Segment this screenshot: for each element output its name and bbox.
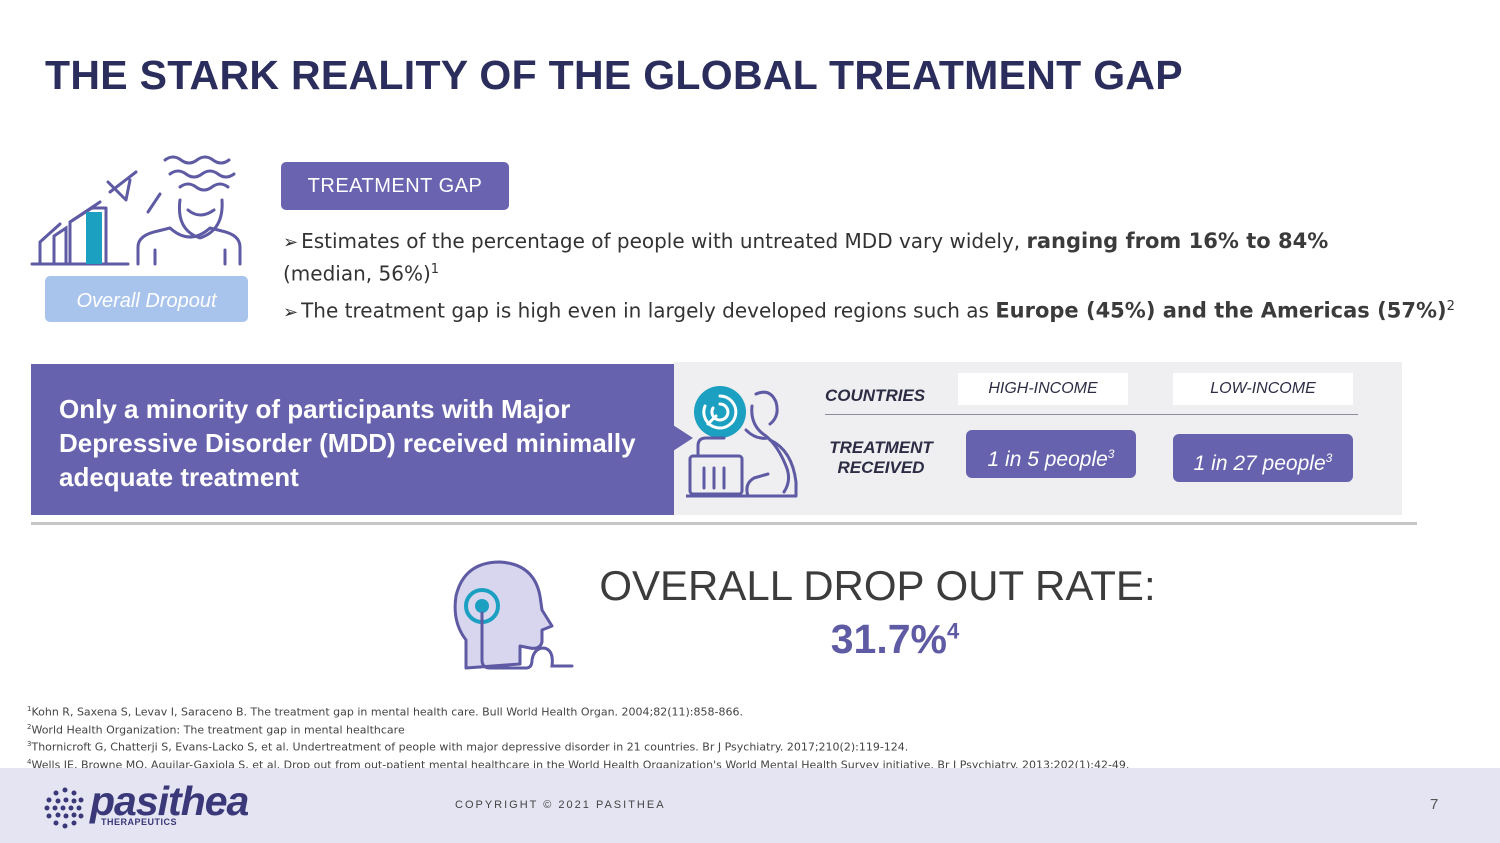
bullet-estimates: ➢ Estimates of the percentage of people w…	[283, 229, 1329, 286]
reference-item: 2World Health Organization: The treatmen…	[27, 722, 405, 737]
treatment-gap-label: TREATMENT GAP	[281, 162, 509, 210]
footer-bar	[0, 768, 1500, 843]
section-divider	[31, 522, 1417, 525]
head-profile-icon	[453, 560, 574, 670]
reference-item: 3Thornicroft G, Chatterji S, Evans-Lacko…	[27, 740, 909, 754]
dropout-rate-heading: OVERALL DROP OUT RATE:	[599, 562, 1156, 609]
callout-pointer	[673, 425, 693, 451]
page-number: 7	[1430, 796, 1439, 813]
bullet-regions: ➢ The treatment gap is high even in large…	[283, 298, 1455, 323]
arrow-bullet-icon: ➢	[283, 232, 299, 253]
row-header-treatment-received: TREATMENT RECEIVED	[829, 438, 933, 477]
brand-logo-subtext: THERAPEUTICS	[101, 817, 178, 827]
overall-dropout-label: Overall Dropout	[45, 276, 248, 322]
callout-box: Only a minority of participants with Maj…	[31, 364, 674, 515]
table-divider	[825, 414, 1358, 415]
column-header-low-income: LOW-INCOME	[1173, 373, 1353, 405]
dropout-rate-value: 31.7%4	[830, 616, 960, 662]
brand-logo-icon	[44, 787, 84, 829]
high-income-value-pill: 1 in 5 people3	[966, 430, 1136, 478]
reference-item: 1Kohn R, Saxena S, Levav I, Saraceno B. …	[27, 705, 743, 719]
row-header-countries: COUNTRIES	[825, 386, 926, 405]
callout-text: Only a minority of participants with Maj…	[59, 394, 636, 492]
brand-logo-text: pasithea	[90, 778, 249, 824]
stress-chart-icon	[30, 155, 242, 266]
arrow-bullet-icon: ➢	[283, 301, 299, 323]
column-header-high-income: HIGH-INCOME	[958, 373, 1128, 405]
references: 1Kohn R, Saxena S, Levav I, Saraceno B. …	[27, 702, 1327, 773]
copyright-text: COPYRIGHT © 2021 PASITHEA	[455, 799, 666, 811]
page-title: THE STARK REALITY OF THE GLOBAL TREATMEN…	[45, 52, 1183, 98]
depressed-person-icon	[686, 386, 798, 498]
low-income-value-pill: 1 in 27 people3	[1173, 434, 1353, 482]
